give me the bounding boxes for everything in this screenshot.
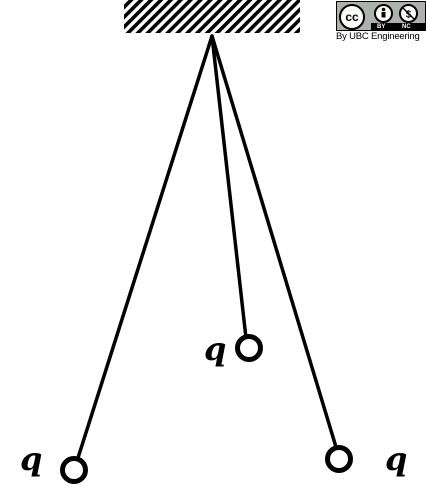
nc-tag: NC [402, 24, 411, 30]
license-credit: By UBC Engineering [336, 31, 420, 42]
charge-label-right: q [385, 440, 407, 478]
charge-ball-left [60, 456, 88, 484]
charge-ball-middle [235, 334, 263, 362]
no-dollar-icon: $ [399, 4, 418, 23]
badge-tag-bar [371, 23, 425, 31]
string-left [75, 34, 214, 463]
ceiling-support [124, 0, 300, 33]
by-tag: BY [377, 24, 386, 30]
svg-text:$: $ [406, 10, 412, 21]
charge-ball-right [325, 445, 353, 473]
string-right [210, 34, 338, 449]
charge-label-middle: q [204, 330, 226, 368]
person-icon [374, 4, 393, 23]
cc-icon: cc [339, 4, 365, 30]
cc-badge-box: cc $ BY NC [336, 1, 426, 31]
license-badge: cc $ BY NC By UBC Engineering [336, 1, 426, 43]
string-middle [210, 34, 248, 340]
charge-label-left: q [20, 440, 42, 478]
